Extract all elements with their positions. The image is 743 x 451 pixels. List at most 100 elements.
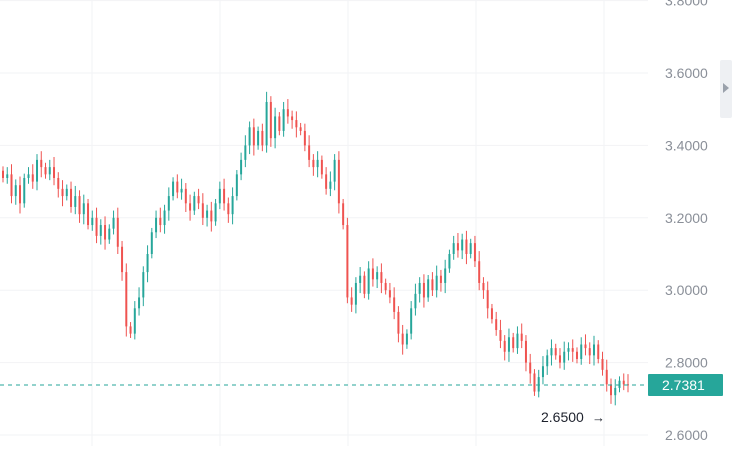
- candle: [252, 118, 255, 156]
- candle: [499, 319, 502, 349]
- candle: [490, 303, 493, 324]
- candle-body: [248, 127, 251, 146]
- candle: [414, 283, 417, 316]
- candle-body: [414, 293, 417, 309]
- price-axis: 3.8000 3.6000 3.4000 3.2000 3.0000 2.8000 2.60…: [665, 0, 708, 443]
- candle: [563, 341, 566, 370]
- candle: [571, 339, 574, 362]
- candle: [537, 369, 540, 398]
- candle: [269, 96, 272, 147]
- candle: [121, 240, 124, 281]
- candle-body: [588, 348, 591, 356]
- candle: [184, 183, 187, 213]
- candle: [65, 184, 68, 201]
- candle: [23, 173, 26, 208]
- candle-body: [592, 344, 595, 356]
- candle: [320, 155, 323, 179]
- candle: [397, 306, 400, 343]
- candle: [473, 235, 476, 268]
- candle-body: [235, 174, 238, 197]
- candle: [70, 181, 73, 213]
- low-price-label: 2.6500: [541, 409, 584, 425]
- candle: [614, 379, 617, 406]
- candle: [99, 219, 102, 245]
- candle-body: [6, 174, 9, 178]
- candle-body: [520, 333, 523, 341]
- candle: [618, 376, 621, 393]
- candle-body: [516, 333, 519, 349]
- candle-body: [384, 282, 387, 291]
- candle-body: [354, 282, 357, 305]
- candle-body: [486, 290, 489, 309]
- candle-body: [65, 188, 68, 197]
- candle-body: [159, 217, 162, 226]
- candle-body: [359, 275, 362, 283]
- candle-body: [176, 181, 179, 193]
- candle-body: [312, 159, 315, 168]
- candle-body: [36, 159, 39, 182]
- candle: [95, 207, 98, 244]
- candle-body: [261, 130, 264, 146]
- chevron-right-icon: [723, 83, 729, 93]
- candle: [261, 123, 264, 152]
- candle: [567, 342, 570, 361]
- candle-body: [554, 348, 557, 356]
- candle-body: [448, 254, 451, 269]
- candle: [465, 230, 468, 265]
- candles: [2, 91, 629, 406]
- candle-body: [53, 167, 56, 178]
- candle-body: [435, 275, 438, 291]
- candle: [609, 378, 612, 404]
- candle: [167, 187, 170, 221]
- candle-body: [295, 120, 298, 128]
- candle-body: [74, 196, 77, 207]
- candle-body: [31, 174, 34, 182]
- candle-body: [529, 362, 532, 374]
- candle: [172, 177, 175, 201]
- candle: [278, 112, 281, 136]
- candle: [176, 174, 179, 199]
- candle-body: [95, 217, 98, 236]
- candle-body: [427, 279, 430, 298]
- candle: [223, 178, 226, 211]
- candle-body: [524, 340, 527, 363]
- candle: [240, 152, 243, 181]
- candle: [44, 162, 47, 179]
- candle-body: [87, 203, 90, 226]
- candle-body: [197, 196, 200, 204]
- candle-body: [10, 174, 13, 197]
- candle: [354, 277, 357, 314]
- candle: [180, 178, 183, 200]
- candle-body: [2, 170, 4, 178]
- candle: [410, 301, 413, 340]
- candle-body: [329, 181, 332, 189]
- candle: [303, 123, 306, 152]
- candle: [125, 263, 128, 337]
- candle: [244, 135, 247, 168]
- candle-body: [78, 196, 81, 215]
- candle-body: [584, 344, 587, 349]
- candle-body: [456, 243, 459, 251]
- scroll-right-handle[interactable]: [720, 60, 732, 118]
- candle: [363, 271, 366, 299]
- candle: [533, 369, 536, 396]
- candle-body: [609, 384, 612, 396]
- candle: [503, 335, 506, 361]
- candle-body: [507, 337, 510, 352]
- candle: [206, 204, 209, 227]
- y-tick-label: 2.8000: [665, 355, 708, 371]
- candle: [376, 266, 379, 289]
- candle: [82, 194, 85, 225]
- candle: [592, 335, 595, 366]
- candle: [588, 342, 591, 365]
- candle: [10, 164, 13, 204]
- candle-body: [61, 188, 64, 197]
- candle: [546, 349, 549, 375]
- candle: [133, 301, 136, 340]
- candle: [529, 353, 532, 384]
- candle-body: [129, 326, 132, 334]
- candle-body: [320, 159, 323, 175]
- candle-body: [499, 330, 502, 341]
